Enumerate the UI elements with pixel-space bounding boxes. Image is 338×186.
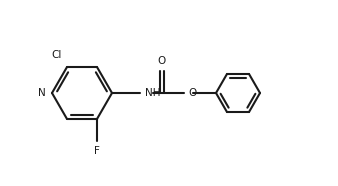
Text: F: F: [94, 146, 100, 156]
Text: Cl: Cl: [52, 50, 62, 60]
Text: O: O: [158, 56, 166, 66]
Text: NH: NH: [145, 88, 161, 98]
Text: N: N: [38, 88, 46, 98]
Text: O: O: [188, 88, 196, 98]
